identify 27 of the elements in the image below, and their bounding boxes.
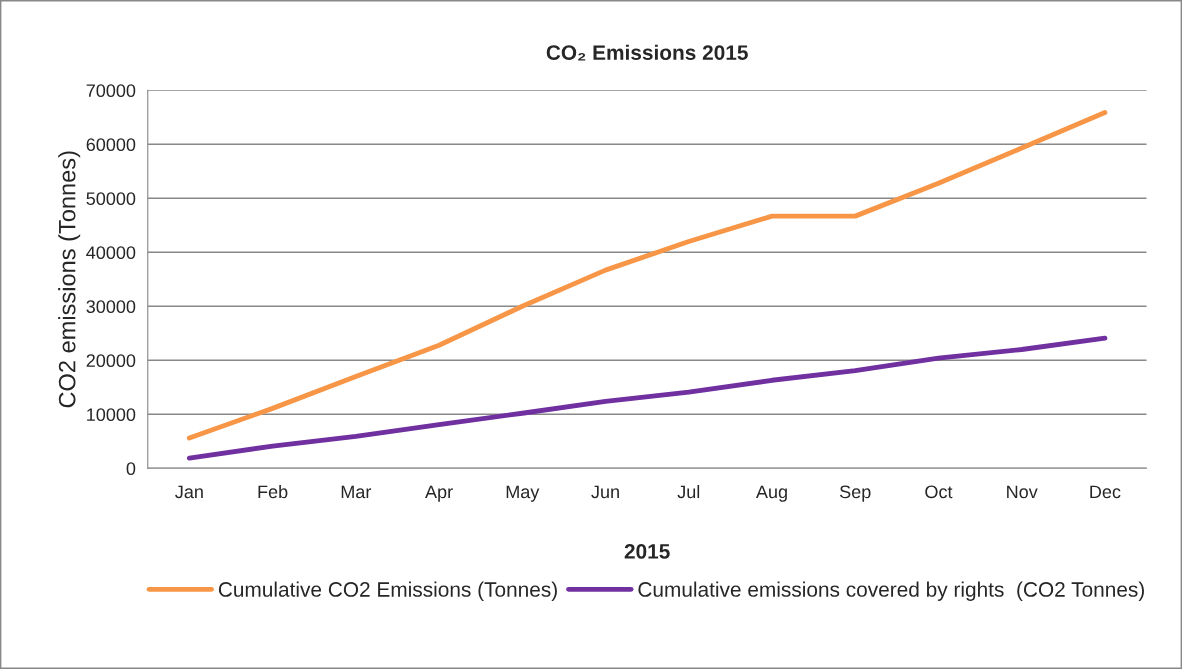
chart-title: CO₂ Emissions 2015 (546, 44, 748, 61)
y-tick-label: 60000 (86, 138, 136, 152)
x-tick-label: May (506, 485, 540, 502)
x-tick-label: Aug (755, 485, 787, 502)
x-tick-label: Jul (677, 484, 700, 499)
x-tick-label: Dec (1090, 485, 1121, 499)
x-tick-label: Mar (341, 485, 372, 499)
x-axis-title: 2015 (624, 544, 670, 559)
y-tick-label: 40000 (86, 246, 136, 260)
x-tick-label: Nov (1007, 485, 1038, 499)
y-tick-label: 70000 (86, 84, 136, 98)
y-tick-label: 0 (126, 462, 136, 476)
x-tick-label: Jan (175, 485, 203, 499)
line-series (186, 335, 1108, 461)
line-series (186, 110, 1108, 441)
legend-label: Cumulative emissions covered by rights (CO2 Tonnes) (638, 581, 1144, 601)
x-tick-label: Oct (925, 485, 953, 499)
y-tick-label: 10000 (87, 408, 136, 422)
x-tick-label: Feb (258, 484, 288, 499)
legend-label: Cumulative CO2 Emissions (Tonnes) (218, 581, 557, 601)
x-tick-label: Jun (591, 485, 619, 499)
y-tick-label: 50000 (86, 192, 136, 206)
x-tick-label: Apr (425, 485, 453, 502)
x-tick-label: Sep (839, 485, 871, 502)
y-tick-label: 30000 (86, 300, 136, 314)
y-axis-title: CO2 emissions (Tonnes) (58, 151, 81, 408)
y-tick-label: 20000 (86, 354, 136, 368)
